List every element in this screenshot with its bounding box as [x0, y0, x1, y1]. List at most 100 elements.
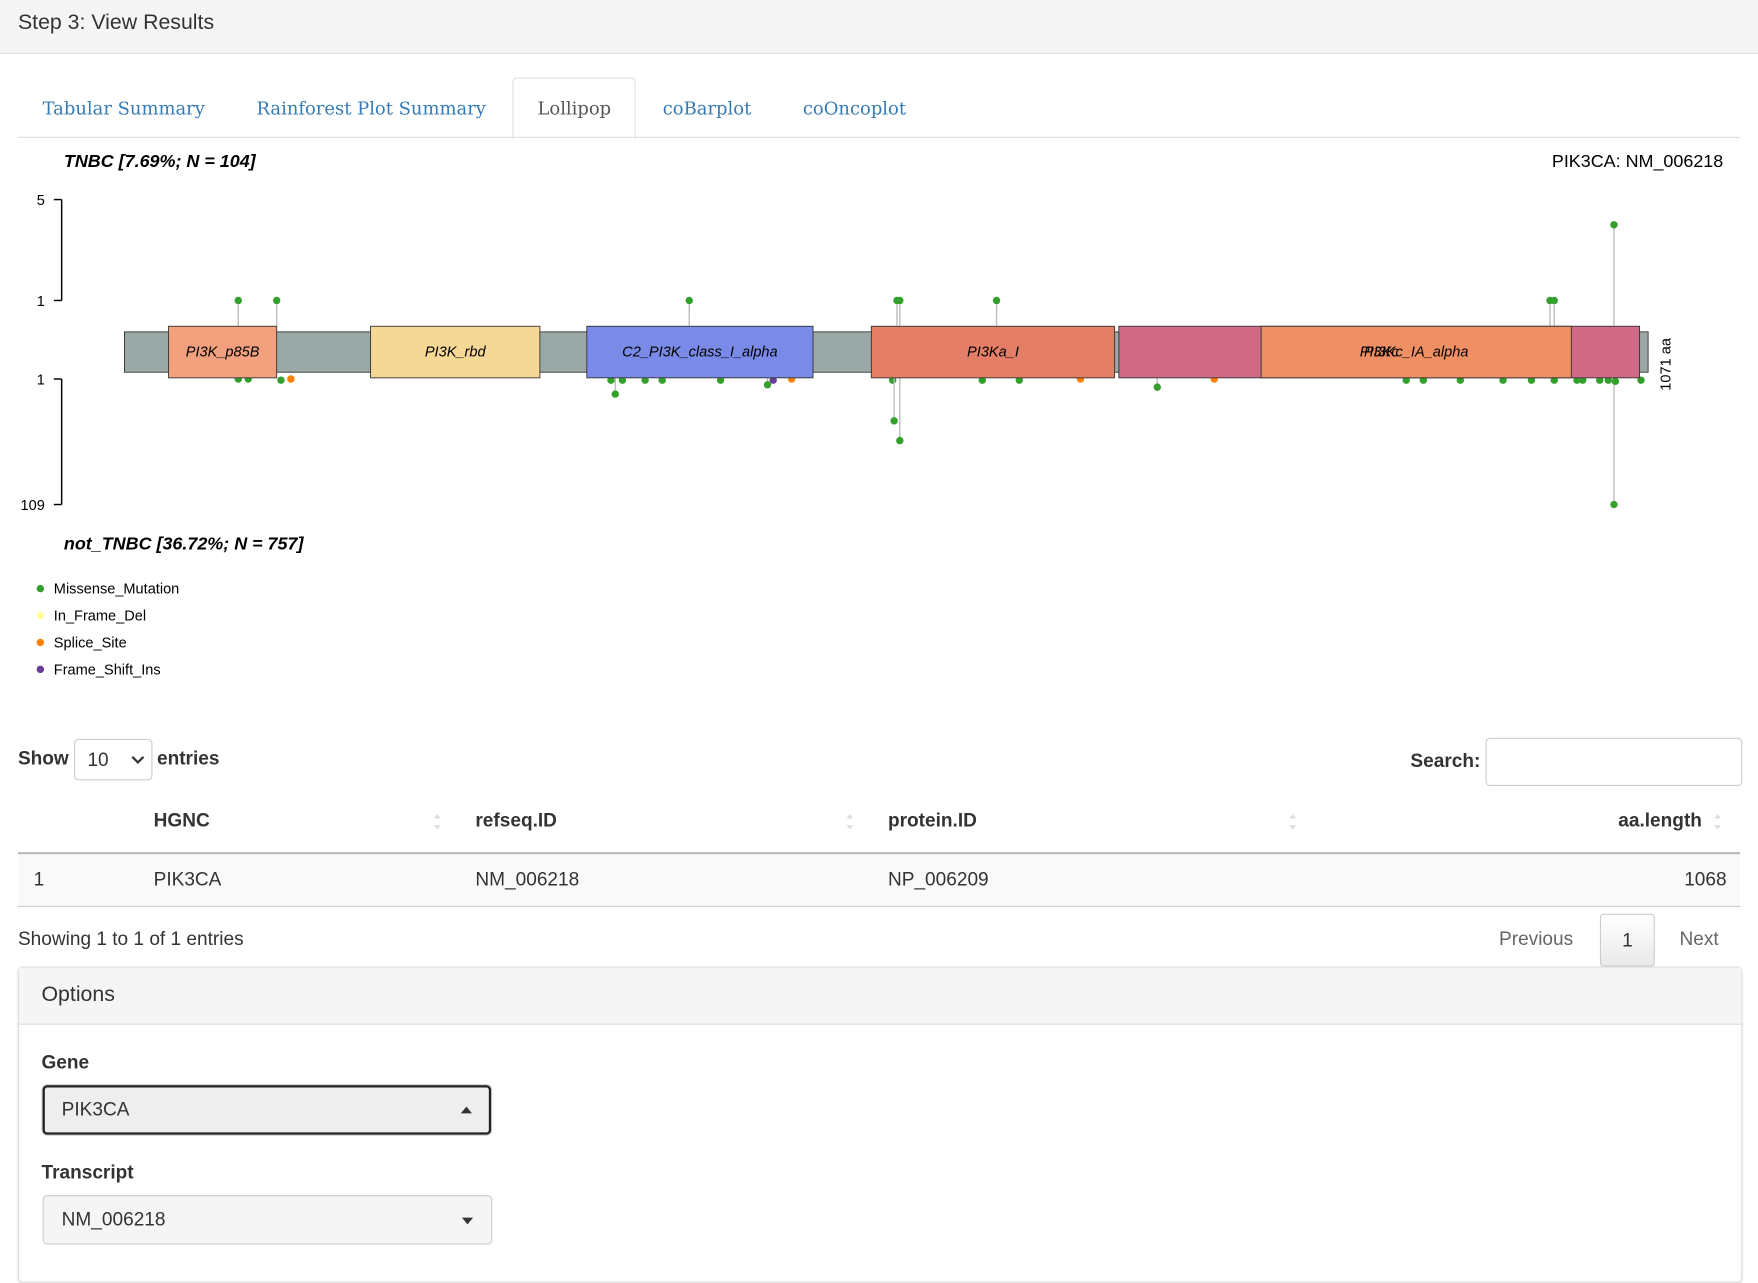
- lollipop-head: [1637, 376, 1645, 384]
- legend-marker: [36, 665, 45, 674]
- column-header[interactable]: refseq.ID: [475, 809, 557, 831]
- search-input[interactable]: [1485, 737, 1743, 786]
- lollipop-head: [658, 376, 666, 384]
- lollipop-head: [1153, 383, 1162, 391]
- legend-marker: [36, 611, 45, 620]
- tab[interactable]: coBarplot: [662, 97, 752, 119]
- header-rule: [17, 852, 1741, 855]
- tab[interactable]: Tabular Summary: [42, 97, 205, 119]
- select-caret: [461, 1217, 474, 1225]
- lollipop-head: [1456, 376, 1465, 384]
- cell: NP_006209: [887, 868, 989, 891]
- legend-label: Frame_Shift_Ins: [54, 662, 161, 678]
- lollipop-head: [1610, 500, 1618, 509]
- tab[interactable]: Rainforest Plot Summary: [256, 97, 486, 119]
- legend-marker: [36, 638, 45, 647]
- table-info: Showing 1 to 1 of 1 entries: [17, 928, 244, 950]
- lollipop-plot: TNBC [7.69%; N = 104] PIK3CA: NM_006218no…: [21, 151, 1724, 678]
- domain-label: PI3Ka_I: [967, 345, 1019, 361]
- lollipop-head: [1402, 376, 1410, 384]
- gene-title: PIK3CA: NM_006218: [1552, 151, 1723, 172]
- page-button[interactable]: 1: [1599, 913, 1655, 967]
- lollipop-head: [607, 376, 615, 384]
- tab[interactable]: Lollipop: [512, 77, 636, 140]
- header-title: Step 3: View Results: [17, 11, 215, 35]
- domain: [586, 325, 814, 379]
- lollipop-head: [1578, 376, 1587, 384]
- lollipop-head: [1604, 376, 1612, 384]
- legend-label: Missense_Mutation: [54, 582, 179, 598]
- cell: NM_006218: [475, 868, 580, 891]
- options-header: Options: [19, 967, 1742, 1025]
- gene-select[interactable]: PIK3CA: [42, 1085, 492, 1135]
- legend-marker: [36, 584, 45, 593]
- lollipop-head: [992, 296, 1001, 305]
- domain-label: PI3K_p85B: [186, 345, 260, 361]
- options-panel: Options Gene PIK3CA Transcript NM_006218: [17, 966, 1743, 1283]
- length-select[interactable]: 10: [73, 738, 153, 781]
- tab[interactable]: coOncoplot: [802, 97, 907, 119]
- lollipop-head: [1419, 376, 1428, 384]
- show-label: Show: [17, 747, 69, 770]
- search-label: Search:: [1410, 750, 1481, 772]
- lollipop-head: [716, 376, 725, 384]
- lollipop-head: [1550, 296, 1558, 305]
- column-header[interactable]: HGNC: [153, 809, 210, 831]
- header-bar: Step 3: View Results: [0, 0, 1758, 54]
- column-header[interactable]: protein.ID: [887, 809, 977, 831]
- lollipop-head: [641, 376, 649, 384]
- select-chevron: [131, 755, 145, 764]
- entries-label: entries: [156, 747, 220, 770]
- lollipop-head: [890, 417, 898, 425]
- sort-icons: [433, 813, 1721, 830]
- tab-bar: Tabular Summary Rainforest Plot Summary Lo…: [18, 77, 933, 140]
- lollipop-head: [1015, 376, 1024, 384]
- lollipop-head: [1499, 376, 1507, 384]
- table-row: [17, 854, 1741, 908]
- options-title: Options: [41, 983, 115, 1007]
- legend-label: In_Frame_Del: [54, 609, 146, 625]
- domain: [870, 325, 1116, 379]
- transcript-value: NM_006218: [61, 1208, 166, 1230]
- domain-label: C2_PI3K_class_I_alpha: [622, 345, 777, 361]
- lollipop-head: [1611, 377, 1620, 386]
- select-caret: [460, 1106, 473, 1114]
- lollipop-head: [1527, 376, 1536, 384]
- y-tick-label: 109: [21, 498, 45, 514]
- lollipop-head: [1596, 376, 1604, 384]
- lollipop-head: [896, 436, 904, 445]
- lollipop-head: [611, 390, 619, 398]
- lollipop-head: [618, 376, 627, 384]
- tab-line: [17, 136, 1741, 138]
- lollipop-head: [272, 296, 281, 305]
- lollipop-head: [1550, 376, 1558, 384]
- domain-label: PI3Kc_IA_alpha: [1364, 345, 1468, 361]
- lollipop-head: [769, 376, 777, 384]
- y-tick-label: 1: [37, 373, 45, 389]
- length-label: 1071 aa: [1659, 337, 1675, 391]
- domain: [1260, 325, 1572, 379]
- lollipop-head: [685, 296, 693, 305]
- lollipop-head: [1610, 221, 1618, 229]
- domain-label: PI3Kc: [1360, 345, 1400, 361]
- lollipop-head: [277, 376, 285, 384]
- next-button[interactable]: Next: [1679, 928, 1719, 950]
- lollipop-head: [234, 296, 242, 305]
- previous-button[interactable]: Previous: [1499, 928, 1574, 950]
- legend-label: Splice_Site: [54, 635, 127, 651]
- length-value: 10: [87, 748, 109, 771]
- domain-label: PI3K_rbd: [425, 345, 487, 361]
- lollipop-head: [1573, 376, 1581, 384]
- lollipop-head: [763, 381, 772, 389]
- domain: [168, 325, 278, 379]
- bottom-title: not_TNBC [36.72%; N = 757]: [64, 533, 305, 553]
- lollipop-head: [896, 296, 904, 305]
- top-title: TNBC [7.69%; N = 104]: [64, 151, 257, 171]
- cell: 1068: [1684, 868, 1727, 891]
- transcript-select[interactable]: NM_006218: [42, 1195, 493, 1245]
- column-header[interactable]: aa.length: [1618, 809, 1702, 831]
- transcript-label: Transcript: [41, 1161, 134, 1183]
- cell: PIK3CA: [153, 868, 222, 891]
